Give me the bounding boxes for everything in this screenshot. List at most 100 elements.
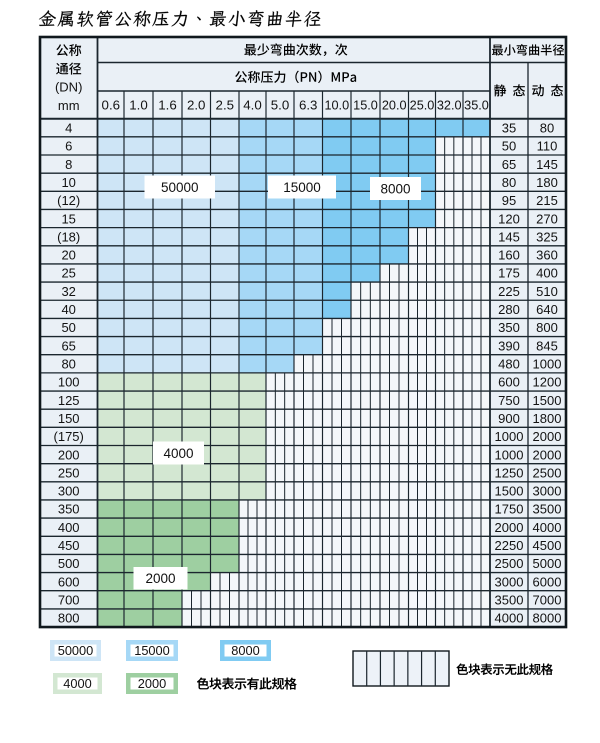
svg-text:400: 400	[58, 520, 80, 535]
svg-text:800: 800	[536, 320, 558, 335]
svg-text:95: 95	[502, 193, 516, 208]
svg-text:200: 200	[58, 447, 80, 462]
svg-text:2000: 2000	[495, 520, 524, 535]
svg-text:8000: 8000	[231, 643, 259, 658]
svg-text:2250: 2250	[495, 538, 524, 553]
svg-text:350: 350	[498, 320, 520, 335]
svg-text:6000: 6000	[533, 574, 562, 589]
svg-text:mm: mm	[58, 98, 80, 113]
svg-text:3500: 3500	[495, 593, 524, 608]
svg-text:145: 145	[536, 157, 558, 172]
svg-text:450: 450	[58, 538, 80, 553]
svg-text:6: 6	[65, 139, 72, 154]
svg-text:1000: 1000	[495, 429, 524, 444]
svg-text:8: 8	[65, 157, 72, 172]
svg-text:15000: 15000	[283, 180, 321, 195]
svg-text:125: 125	[58, 393, 80, 408]
svg-text:4: 4	[65, 120, 72, 135]
svg-text:1200: 1200	[533, 375, 562, 390]
svg-text:80: 80	[61, 356, 75, 371]
svg-text:2500: 2500	[495, 556, 524, 571]
svg-text:32: 32	[61, 284, 75, 299]
svg-text:2.0: 2.0	[187, 98, 206, 113]
svg-text:4000: 4000	[495, 611, 524, 626]
svg-text:280: 280	[498, 302, 520, 317]
svg-text:145: 145	[498, 229, 520, 244]
svg-text:(DN): (DN)	[55, 80, 82, 95]
svg-text:600: 600	[498, 375, 520, 390]
svg-text:1.0: 1.0	[129, 98, 148, 113]
svg-text:1000: 1000	[533, 356, 562, 371]
svg-text:4000: 4000	[63, 676, 91, 691]
svg-text:325: 325	[536, 229, 558, 244]
svg-text:65: 65	[61, 338, 75, 353]
svg-text:35: 35	[502, 120, 516, 135]
svg-text:1250: 1250	[495, 465, 524, 480]
svg-text:120: 120	[498, 211, 520, 226]
svg-text:50000: 50000	[161, 180, 199, 195]
svg-text:700: 700	[58, 593, 80, 608]
svg-text:4000: 4000	[163, 446, 193, 461]
svg-text:2000: 2000	[533, 429, 562, 444]
svg-text:5000: 5000	[533, 556, 562, 571]
svg-text:390: 390	[498, 338, 520, 353]
svg-text:(12): (12)	[57, 193, 80, 208]
svg-text:1750: 1750	[495, 502, 524, 517]
svg-text:1000: 1000	[495, 447, 524, 462]
svg-text:35.0: 35.0	[464, 99, 489, 113]
svg-text:3500: 3500	[533, 502, 562, 517]
svg-text:8000: 8000	[533, 611, 562, 626]
svg-text:640: 640	[536, 302, 558, 317]
svg-text:350: 350	[58, 502, 80, 517]
svg-text:80: 80	[502, 175, 516, 190]
svg-text:360: 360	[536, 248, 558, 263]
svg-text:180: 180	[536, 175, 558, 190]
svg-text:32.0: 32.0	[437, 99, 462, 113]
svg-text:6.3: 6.3	[299, 98, 318, 113]
svg-text:50: 50	[502, 139, 516, 154]
svg-text:100: 100	[58, 375, 80, 390]
svg-text:(175): (175)	[54, 429, 84, 444]
svg-text:5.0: 5.0	[271, 98, 290, 113]
svg-text:1800: 1800	[533, 411, 562, 426]
svg-text:845: 845	[536, 338, 558, 353]
svg-text:40: 40	[61, 302, 75, 317]
svg-text:480: 480	[498, 356, 520, 371]
svg-text:0.6: 0.6	[102, 98, 121, 113]
svg-text:150: 150	[58, 411, 80, 426]
svg-text:1.6: 1.6	[158, 98, 177, 113]
svg-text:215: 215	[536, 193, 558, 208]
svg-text:4.0: 4.0	[243, 98, 262, 113]
svg-text:2500: 2500	[533, 465, 562, 480]
svg-text:80: 80	[540, 120, 554, 135]
svg-text:900: 900	[498, 411, 520, 426]
svg-text:7000: 7000	[533, 593, 562, 608]
svg-text:270: 270	[536, 211, 558, 226]
svg-text:25.0: 25.0	[410, 99, 435, 113]
svg-text:600: 600	[58, 574, 80, 589]
svg-text:15.0: 15.0	[353, 99, 378, 113]
svg-text:10.0: 10.0	[324, 99, 349, 113]
svg-text:1500: 1500	[495, 484, 524, 499]
svg-text:15: 15	[61, 211, 75, 226]
svg-text:400: 400	[536, 266, 558, 281]
svg-text:2000: 2000	[145, 571, 175, 586]
svg-text:20: 20	[61, 248, 75, 263]
svg-text:4500: 4500	[533, 538, 562, 553]
svg-text:300: 300	[58, 484, 80, 499]
svg-text:3000: 3000	[533, 484, 562, 499]
svg-text:2000: 2000	[533, 447, 562, 462]
svg-text:50: 50	[61, 320, 75, 335]
svg-text:750: 750	[498, 393, 520, 408]
svg-text:65: 65	[502, 157, 516, 172]
svg-text:25: 25	[61, 266, 75, 281]
svg-text:800: 800	[58, 611, 80, 626]
svg-text:15000: 15000	[134, 643, 170, 658]
svg-text:500: 500	[58, 556, 80, 571]
svg-text:(18): (18)	[57, 229, 80, 244]
svg-text:3000: 3000	[495, 574, 524, 589]
svg-text:50000: 50000	[58, 643, 94, 658]
svg-text:10: 10	[61, 175, 75, 190]
svg-text:160: 160	[498, 248, 520, 263]
svg-text:1500: 1500	[533, 393, 562, 408]
